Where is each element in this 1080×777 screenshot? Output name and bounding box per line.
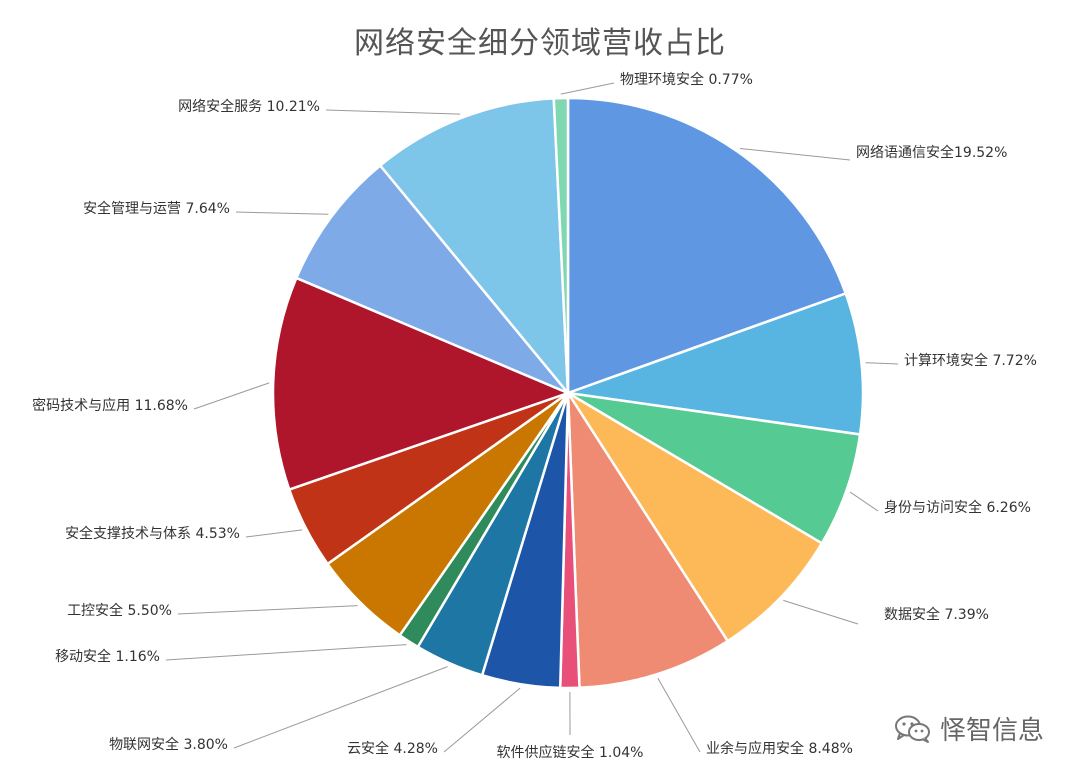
leader-line [849,491,879,512]
slice-label: 业余与应用安全 8.48% [706,740,853,757]
leader-line [783,599,859,625]
pie-slice [271,276,572,492]
slice-label: 物理环境安全 0.77% [620,71,753,88]
slice-label: 软件供应链安全 1.04% [497,744,644,761]
watermark-text: 怿智信息 [939,716,1044,746]
watermark: 怿智信息 [894,710,1044,747]
leader-line [245,529,303,538]
pie-slice [566,391,824,643]
chart-title: 网络安全细分领域营收占比 [354,26,726,61]
leader-line [165,644,407,661]
slice-label: 网络安全服务 10.21% [178,98,320,115]
leader-line [177,605,358,615]
slice-label: 计算环境安全 7.72% [904,352,1037,369]
leader-line [657,677,701,753]
slice-label: 数据安全 7.39% [884,606,989,623]
slice-label: 物联网安全 3.80% [109,736,228,753]
leader-line [443,687,521,753]
slice-label: 工控安全 5.50% [67,602,172,619]
slice-label: 网络语通信安全19.52% [856,144,1007,161]
leader-line [325,109,461,115]
leader-line [865,362,899,365]
leader-line [193,382,270,410]
wechat-icon [894,715,930,743]
pie-slice [566,96,848,395]
pie-slices [271,96,865,690]
pie-slice [566,388,730,690]
slice-labels: 网络语通信安全19.52% 计算环境安全 7.72% 身份与访问安全 6.26% 数据… [32,71,1037,761]
slice-label: 安全支撑技术与体系 4.53% [65,525,240,542]
leader-lines [165,82,899,753]
pie-slice [552,96,570,394]
pie-slice [567,391,862,545]
leader-line [740,148,851,161]
slice-label: 移动安全 1.16% [55,648,160,665]
slice-label: 安全管理与运营 7.64% [83,200,230,217]
slice-label: 云安全 4.28% [347,740,438,757]
slice-label: 密码技术与应用 11.68% [32,397,188,414]
slice-label: 身份与访问安全 6.26% [884,499,1031,516]
leader-line [560,82,615,95]
leader-line [235,211,329,215]
pie-slice [294,163,569,395]
pie-slice [378,97,570,397]
pie-slice [567,291,865,436]
leader-line [233,666,448,749]
